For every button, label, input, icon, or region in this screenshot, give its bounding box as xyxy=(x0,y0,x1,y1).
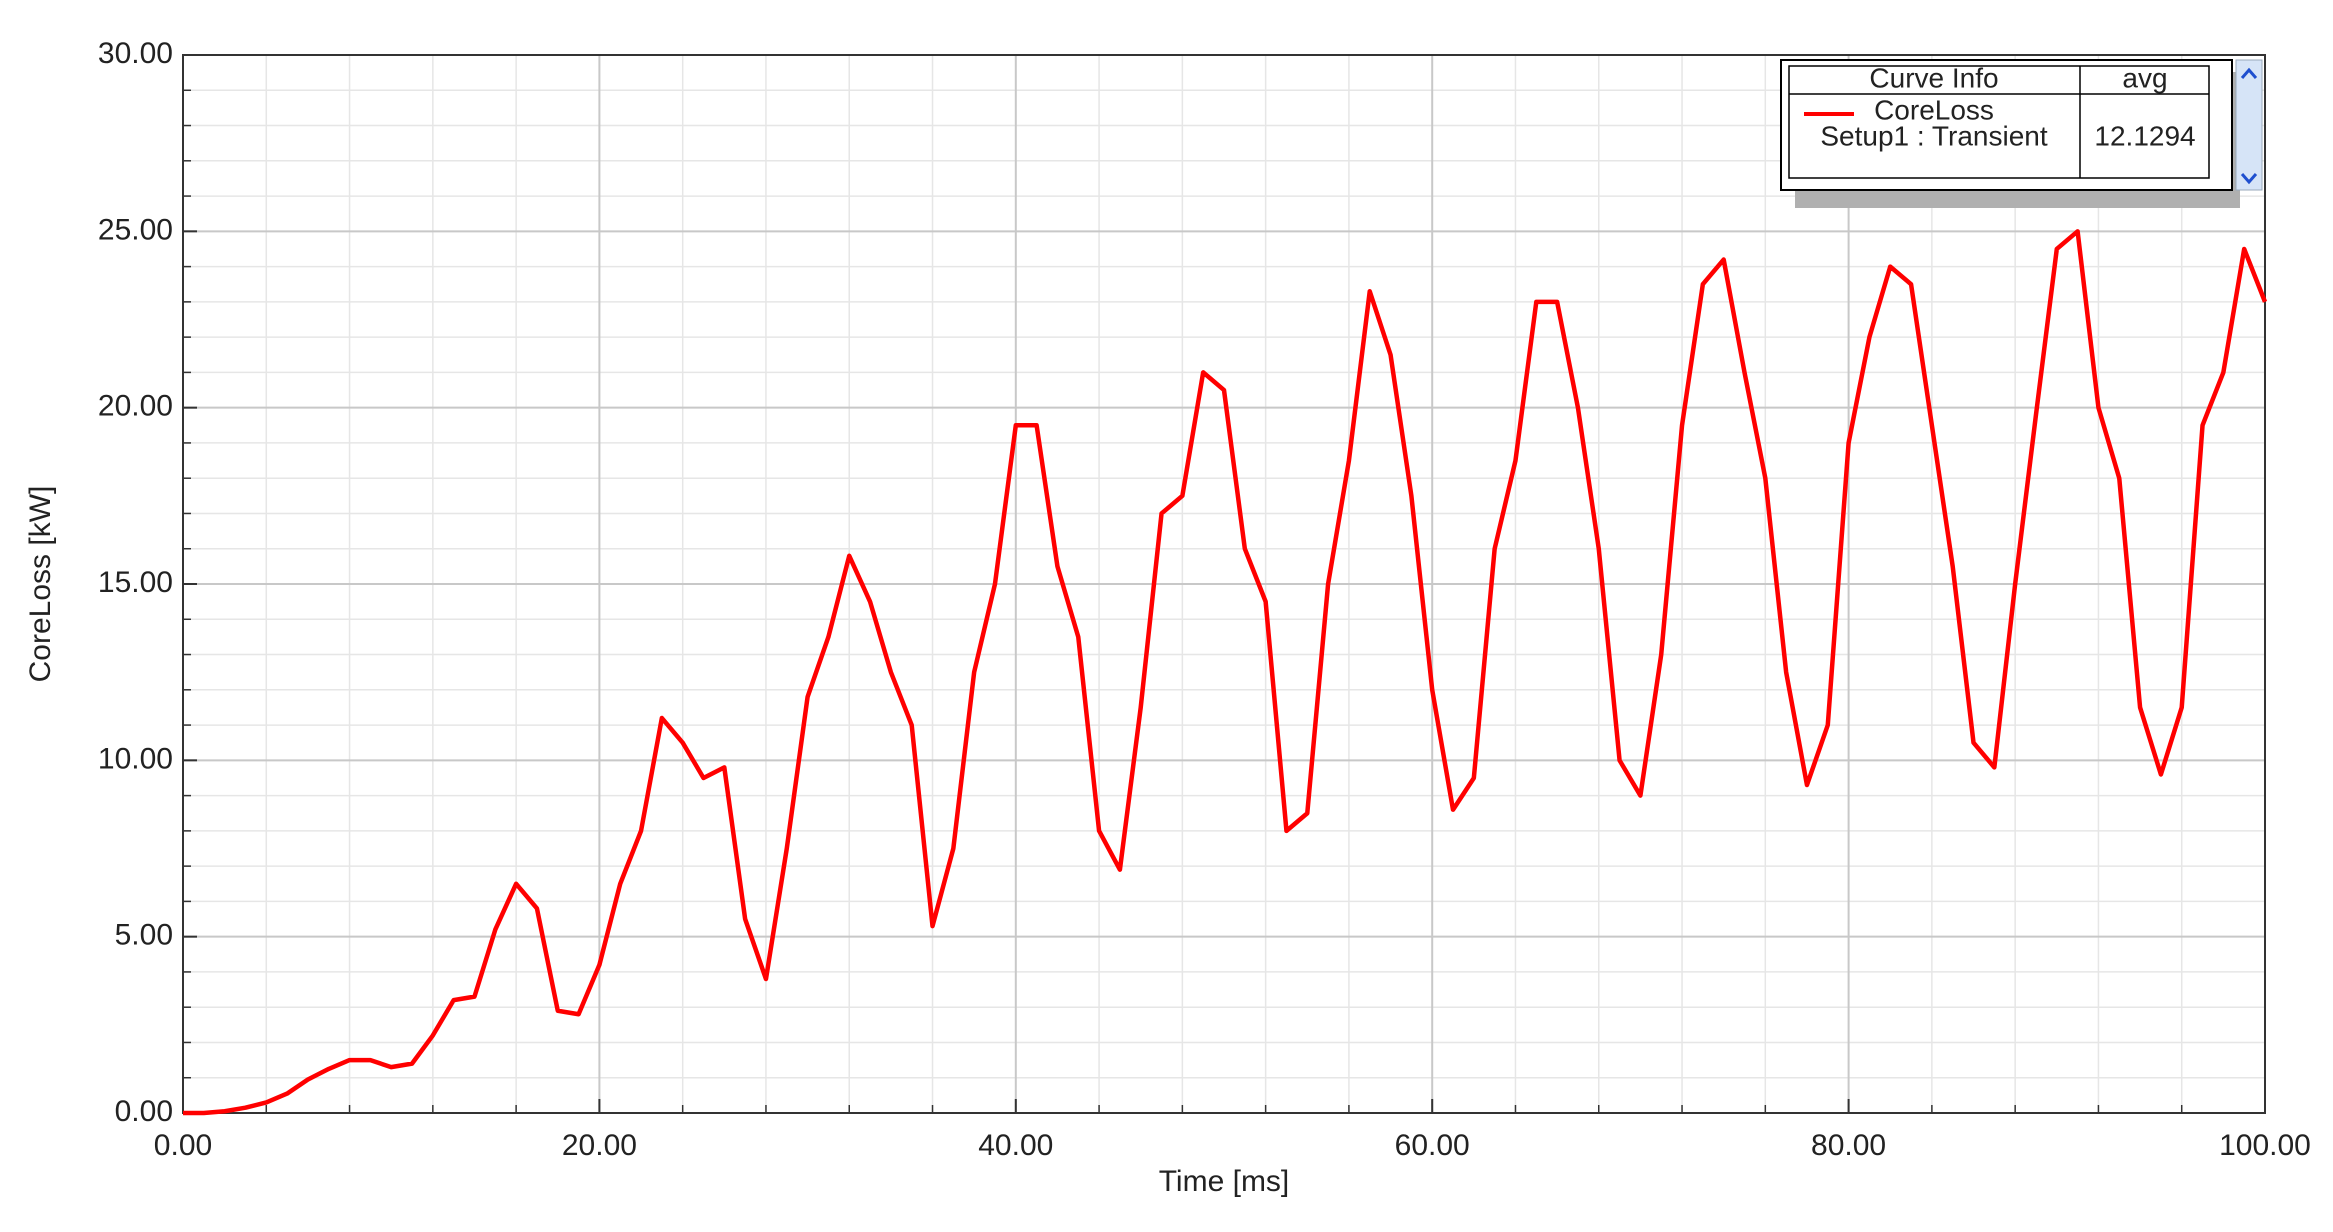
x-axis-label: Time [ms] xyxy=(1159,1165,1290,1198)
y-tick-label: 30.00 xyxy=(98,37,173,70)
y-axis-label: CoreLoss [kW] xyxy=(24,486,57,683)
x-tick-label: 80.00 xyxy=(1811,1129,1886,1162)
y-tick-label: 15.00 xyxy=(98,566,173,599)
plot-frame xyxy=(182,54,2266,1114)
series-line xyxy=(183,229,2268,1116)
legend-context: Setup1 : Transient xyxy=(1820,120,2047,151)
scroll-up xyxy=(2240,67,2258,79)
legend-header: avg xyxy=(2122,62,2167,93)
scroll-down xyxy=(2240,173,2258,185)
x-tick-label: 0.00 xyxy=(154,1129,212,1162)
legend-header: Curve Info xyxy=(1869,62,1998,93)
x-tick-label: 60.00 xyxy=(1395,1129,1470,1162)
x-tick-label: 40.00 xyxy=(978,1129,1053,1162)
legend-avg: 12.1294 xyxy=(2094,120,2195,151)
legend-entry: CoreLoss xyxy=(1874,94,1994,125)
legend-box xyxy=(1780,59,2233,191)
y-tick-label: 20.00 xyxy=(98,390,173,423)
y-tick-label: 0.00 xyxy=(115,1095,173,1128)
x-tick-label: 100.00 xyxy=(2219,1129,2311,1162)
y-tick-label: 25.00 xyxy=(98,213,173,246)
scrollbar xyxy=(2235,59,2263,191)
y-tick-label: 10.00 xyxy=(98,742,173,775)
legend-inner xyxy=(1788,65,2210,179)
x-tick-label: 20.00 xyxy=(562,1129,637,1162)
y-tick-label: 5.00 xyxy=(115,919,173,952)
